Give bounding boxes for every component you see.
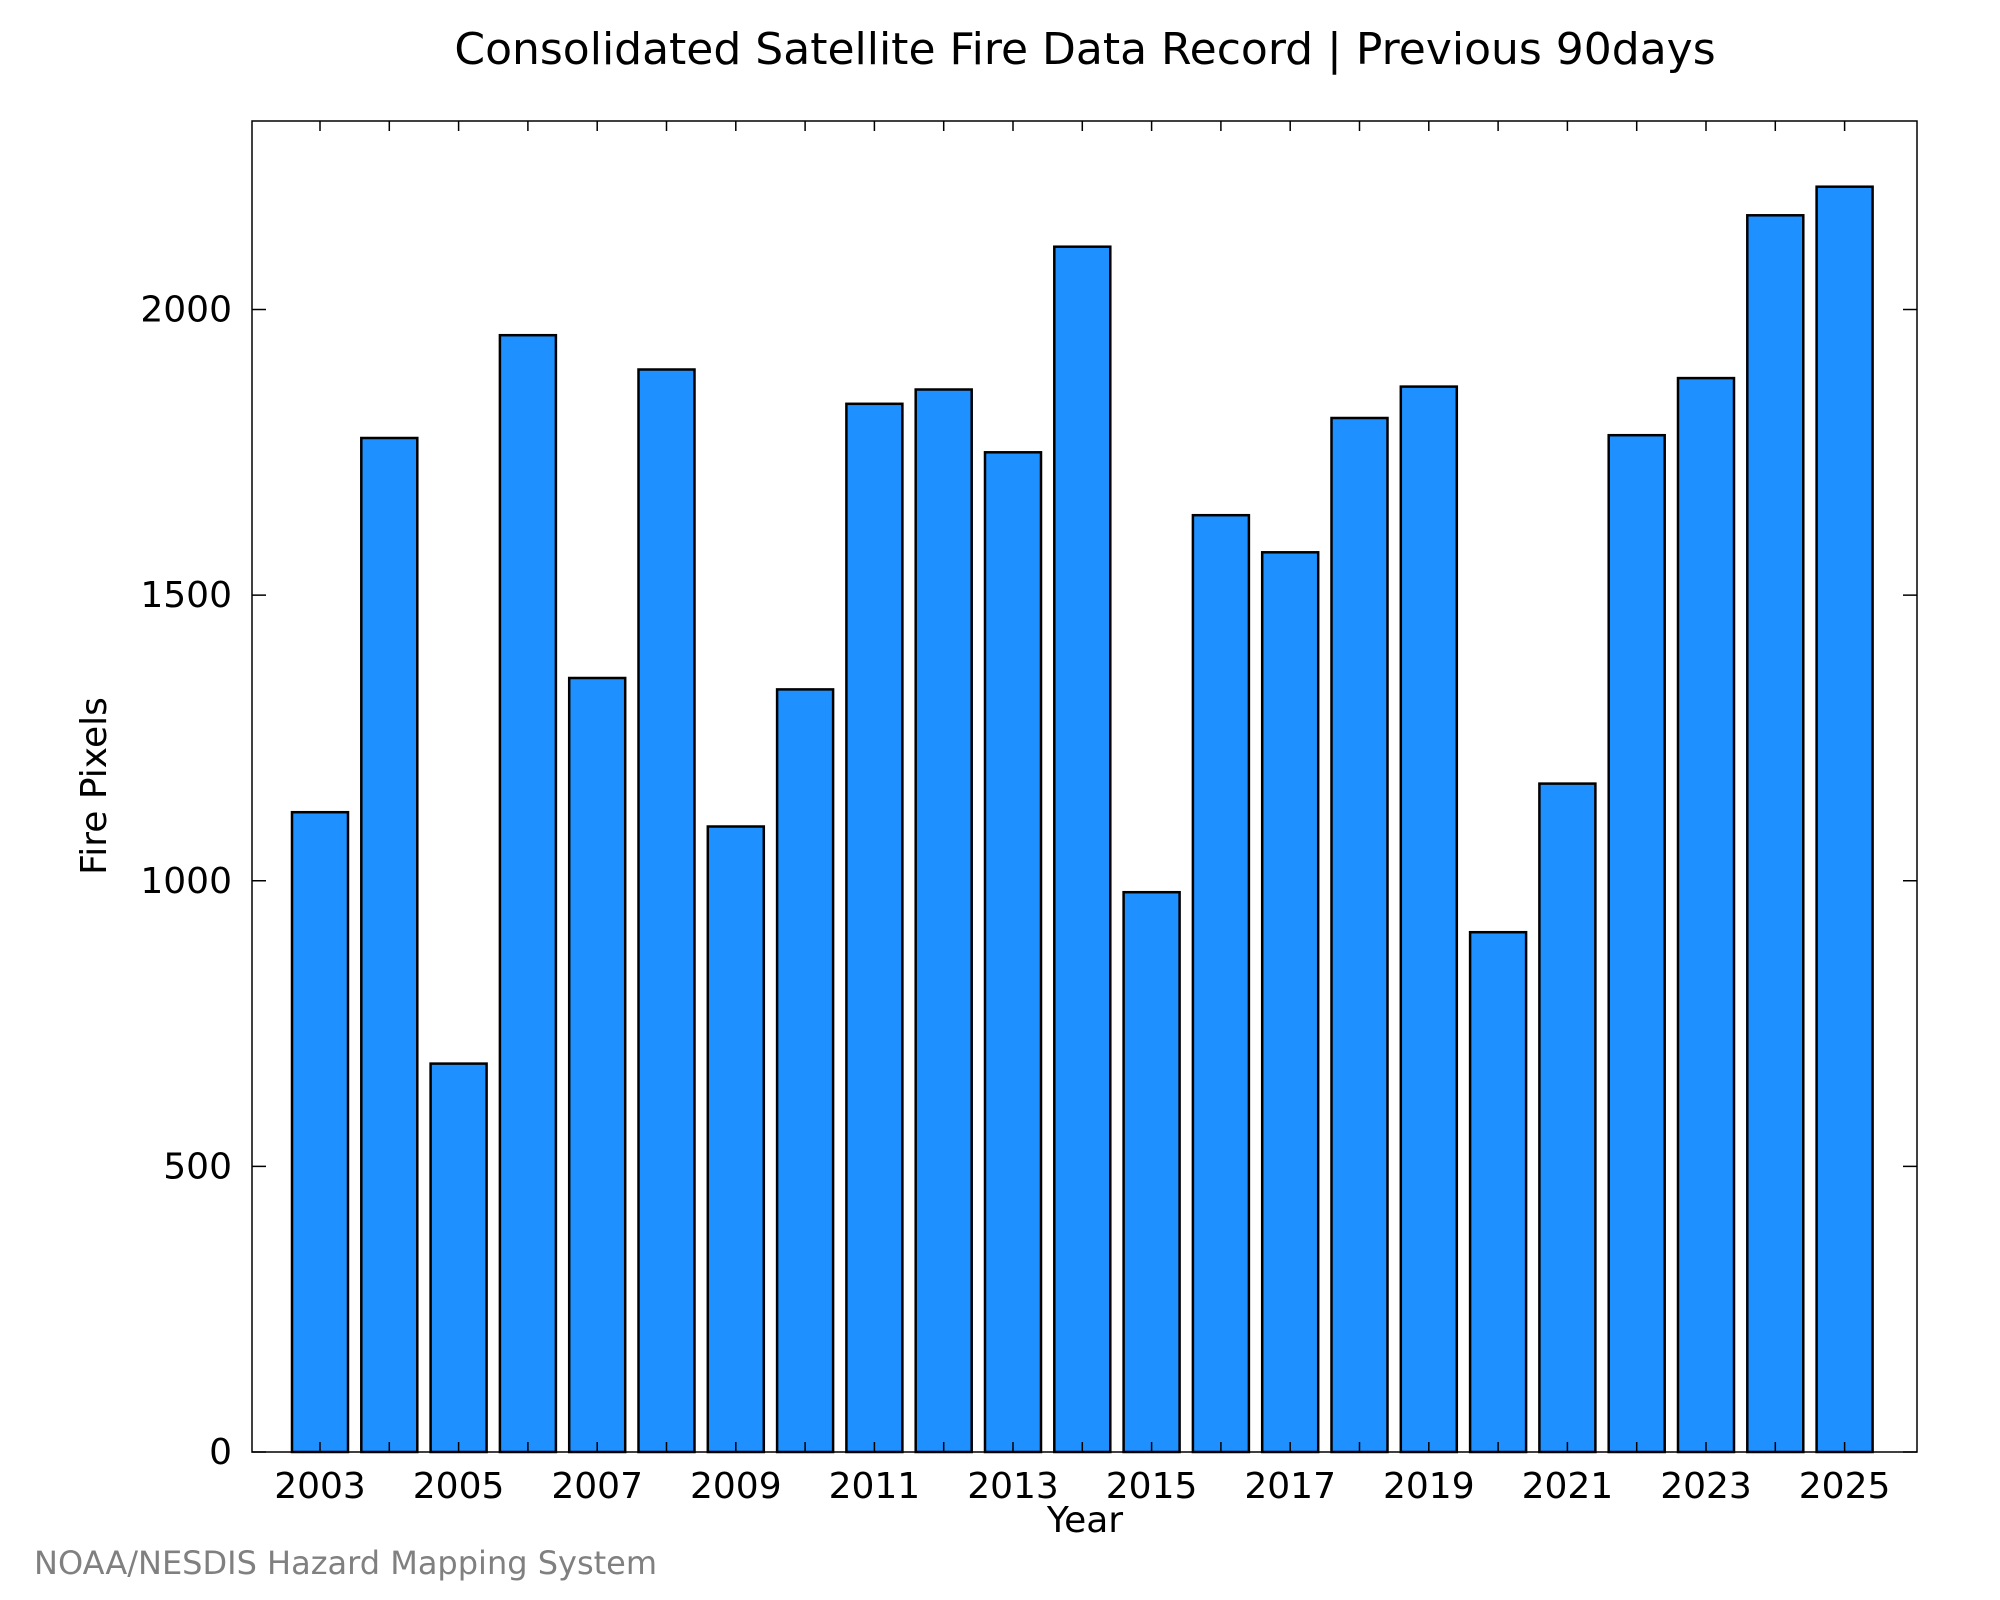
bars-group bbox=[290, 185, 1874, 1454]
bar-2024 bbox=[1746, 214, 1805, 1454]
bar-2012 bbox=[914, 388, 973, 1454]
bar-2021 bbox=[1538, 782, 1597, 1454]
x-tick-label: 2021 bbox=[1522, 1466, 1614, 1507]
bar-2006 bbox=[498, 333, 558, 1454]
x-tick-label: 2005 bbox=[413, 1466, 505, 1507]
x-tick-label: 2023 bbox=[1660, 1466, 1752, 1507]
credit-text: NOAA/NESDIS Hazard Mapping System bbox=[34, 1544, 657, 1582]
x-tick-label: 2009 bbox=[690, 1466, 782, 1507]
bar-2009 bbox=[706, 825, 766, 1454]
bar-2015 bbox=[1122, 890, 1181, 1454]
bar-2010 bbox=[775, 688, 835, 1454]
bar-2022 bbox=[1607, 433, 1666, 1454]
bar-2020 bbox=[1468, 930, 1528, 1454]
x-tick-label: 2013 bbox=[967, 1466, 1059, 1507]
bar-2023 bbox=[1676, 376, 1736, 1454]
y-tick-label: 500 bbox=[163, 1146, 232, 1187]
bar-2018 bbox=[1330, 416, 1389, 1454]
y-tick-label: 1000 bbox=[140, 861, 232, 902]
bar-2019 bbox=[1399, 385, 1459, 1454]
bar-2005 bbox=[429, 1062, 488, 1454]
plot-frame bbox=[251, 120, 1918, 1453]
y-axis-label: Fire Pixels bbox=[74, 697, 115, 875]
x-tick-label: 2011 bbox=[829, 1466, 921, 1507]
bar-2013 bbox=[983, 451, 1043, 1454]
x-tick-label: 2003 bbox=[274, 1466, 366, 1507]
y-tick-label: 0 bbox=[209, 1432, 232, 1473]
bar-2011 bbox=[845, 402, 904, 1454]
x-tick-label: 2015 bbox=[1106, 1466, 1198, 1507]
x-tick-label: 2019 bbox=[1383, 1466, 1475, 1507]
x-axis-label: Year bbox=[1046, 1500, 1123, 1541]
x-tick-label: 2025 bbox=[1799, 1466, 1891, 1507]
bar-2007 bbox=[567, 676, 627, 1454]
y-tick-label: 1500 bbox=[140, 575, 232, 616]
bar-2017 bbox=[1260, 551, 1320, 1454]
bar-2014 bbox=[1053, 245, 1112, 1454]
chart-title: Consolidated Satellite Fire Data Record … bbox=[454, 24, 1715, 75]
bar-2003 bbox=[290, 810, 350, 1454]
bar-2008 bbox=[637, 368, 696, 1454]
bar-2004 bbox=[360, 436, 419, 1454]
y-tick-label: 2000 bbox=[140, 290, 232, 331]
bar-2025 bbox=[1815, 185, 1874, 1454]
x-axis: 2003 2005 2007 2009 2011 2013 2015 2017 2019 2021… bbox=[274, 121, 1890, 1507]
y-axis: 0 500 1000 1500 2000 bbox=[140, 290, 1917, 1473]
x-tick-label: 2017 bbox=[1244, 1466, 1336, 1507]
x-tick-label: 2007 bbox=[551, 1466, 643, 1507]
bar-2016 bbox=[1191, 513, 1251, 1454]
